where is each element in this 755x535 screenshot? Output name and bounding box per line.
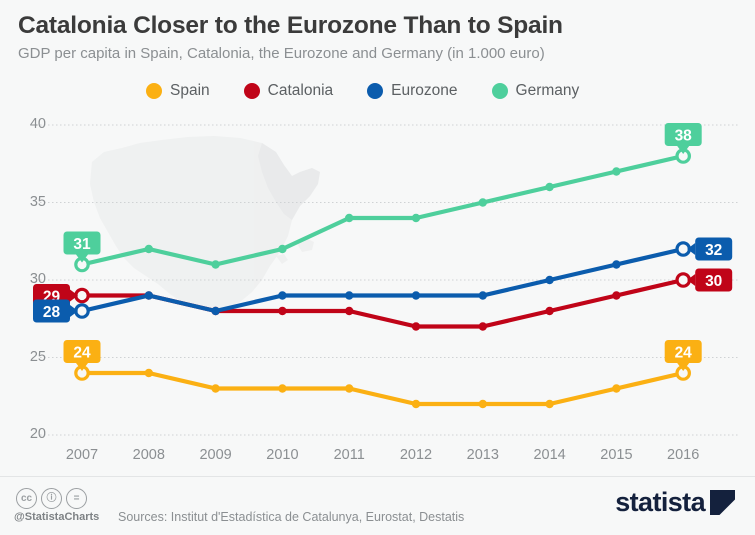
svg-text:24: 24	[73, 345, 91, 362]
data-point-spain-2010[interactable]	[278, 384, 287, 393]
start-label-germany: 31	[63, 231, 101, 263]
end-label-spain: 24	[664, 340, 702, 371]
x-axis-tick-2016: 2016	[667, 447, 700, 463]
x-axis-tick-2015: 2015	[600, 447, 633, 463]
end-label-catalonia: 30	[687, 268, 733, 292]
statista-logo[interactable]: statista	[615, 489, 735, 516]
data-point-spain-2011[interactable]	[345, 384, 354, 393]
legend-dot-icon	[491, 83, 508, 99]
svg-text:28: 28	[43, 304, 61, 321]
end-label-eurozone: 32	[687, 237, 733, 261]
data-point-spain-2012[interactable]	[411, 399, 421, 409]
data-point-germany-2009[interactable]	[211, 260, 220, 269]
plot-area: 24 24 29 30 28 32 31 38	[0, 110, 755, 455]
data-point-germany-2015[interactable]	[612, 167, 621, 176]
data-point-eurozone-2008[interactable]	[144, 291, 153, 300]
data-point-eurozone-2014[interactable]	[545, 275, 554, 285]
data-point-germany-2011[interactable]	[345, 213, 354, 223]
x-axis-tick-2007: 2007	[65, 447, 99, 463]
data-point-spain-2013[interactable]	[478, 399, 487, 409]
data-point-catalonia-2014[interactable]	[545, 306, 554, 316]
data-point-catalonia-2011[interactable]	[345, 306, 354, 316]
data-point-eurozone-2011[interactable]	[345, 291, 354, 300]
y-axis-tick-20: 20	[29, 426, 46, 442]
x-axis-tick-2010: 2010	[266, 447, 299, 463]
x-axis-tick-2009: 2009	[199, 447, 232, 463]
start-label-spain: 24	[63, 340, 101, 371]
data-point-eurozone-2015[interactable]	[612, 260, 621, 269]
data-point-eurozone-2010[interactable]	[278, 291, 287, 300]
data-point-spain-2014[interactable]	[545, 399, 554, 409]
line-eurozone	[79, 246, 686, 314]
data-point-catalonia-2012[interactable]	[411, 322, 421, 331]
legend-dot-icon	[367, 83, 384, 99]
start-label-eurozone: 28	[33, 299, 78, 323]
data-point-spain-2009[interactable]	[211, 384, 220, 393]
legend-dot-icon	[146, 83, 162, 99]
legend-dot-icon	[243, 83, 260, 99]
data-point-eurozone-2012[interactable]	[411, 291, 421, 300]
legend-label: Germany	[515, 82, 580, 99]
data-point-spain-2008[interactable]	[144, 368, 153, 378]
legend-label: Eurozone	[391, 82, 458, 99]
data-point-germany-2010[interactable]	[278, 244, 287, 254]
y-axis-tick-40: 40	[29, 116, 46, 132]
data-point-catalonia-2010[interactable]	[278, 306, 287, 316]
data-point-catalonia-2015[interactable]	[612, 291, 621, 300]
legend-label: Spain	[170, 82, 210, 99]
x-axis-tick-2013: 2013	[466, 447, 499, 463]
cc-icon[interactable]: cc	[16, 488, 37, 509]
data-point-catalonia-2013[interactable]	[478, 322, 487, 331]
background-map-icon	[90, 136, 320, 310]
page-title: Catalonia Closer to the Eurozone Than to…	[18, 12, 563, 39]
statista-mark-icon	[710, 490, 735, 515]
page-subtitle: GDP per capita in Spain, Catalonia, the …	[18, 45, 545, 62]
svg-text:32: 32	[705, 242, 722, 259]
data-point-germany-2014[interactable]	[545, 182, 554, 192]
legend-item-spain[interactable]: Spain	[146, 82, 210, 100]
end-label-germany: 38	[664, 123, 702, 154]
data-point-germany-2013[interactable]	[478, 198, 487, 207]
x-axis-tick-2012: 2012	[399, 447, 433, 463]
data-point-germany-2012[interactable]	[411, 213, 421, 223]
sources-text: Sources: Institut d'Estadística de Catal…	[118, 510, 465, 524]
x-axis-tick-2014: 2014	[533, 447, 566, 463]
data-point-germany-2008[interactable]	[144, 244, 153, 254]
footer-divider	[0, 476, 755, 477]
no-derivatives-icon[interactable]: =	[66, 488, 87, 509]
legend-item-catalonia[interactable]: Catalonia	[243, 82, 334, 100]
legend-item-eurozone[interactable]: Eurozone	[367, 82, 458, 100]
svg-text:31: 31	[73, 236, 91, 253]
data-point-eurozone-2009[interactable]	[211, 306, 220, 316]
legend-item-germany[interactable]: Germany	[491, 82, 580, 100]
x-axis-tick-2008: 2008	[132, 447, 165, 463]
chart-legend: Spain Catalonia Eurozone Germany	[146, 82, 579, 100]
y-axis-tick-35: 35	[29, 193, 46, 210]
gridlines	[40, 124, 740, 436]
statista-handle: @StatistaCharts	[14, 511, 100, 523]
y-axis-tick-25: 25	[29, 348, 46, 365]
data-point-eurozone-2013[interactable]	[478, 291, 487, 300]
x-axis-tick-2011: 2011	[333, 447, 365, 463]
statista-wordmark: statista	[615, 487, 705, 517]
line-spain	[79, 370, 686, 407]
attribution-icon[interactable]: ⓘ	[41, 488, 62, 509]
svg-text:24: 24	[675, 345, 693, 362]
creative-commons-icons: cc ⓘ =	[16, 488, 87, 509]
line-germany	[79, 153, 686, 267]
y-axis-tick-30: 30	[29, 271, 46, 287]
svg-text:30: 30	[705, 273, 722, 290]
data-point-spain-2015[interactable]	[612, 384, 621, 393]
legend-label: Catalonia	[267, 82, 334, 99]
svg-text:38: 38	[675, 128, 693, 145]
